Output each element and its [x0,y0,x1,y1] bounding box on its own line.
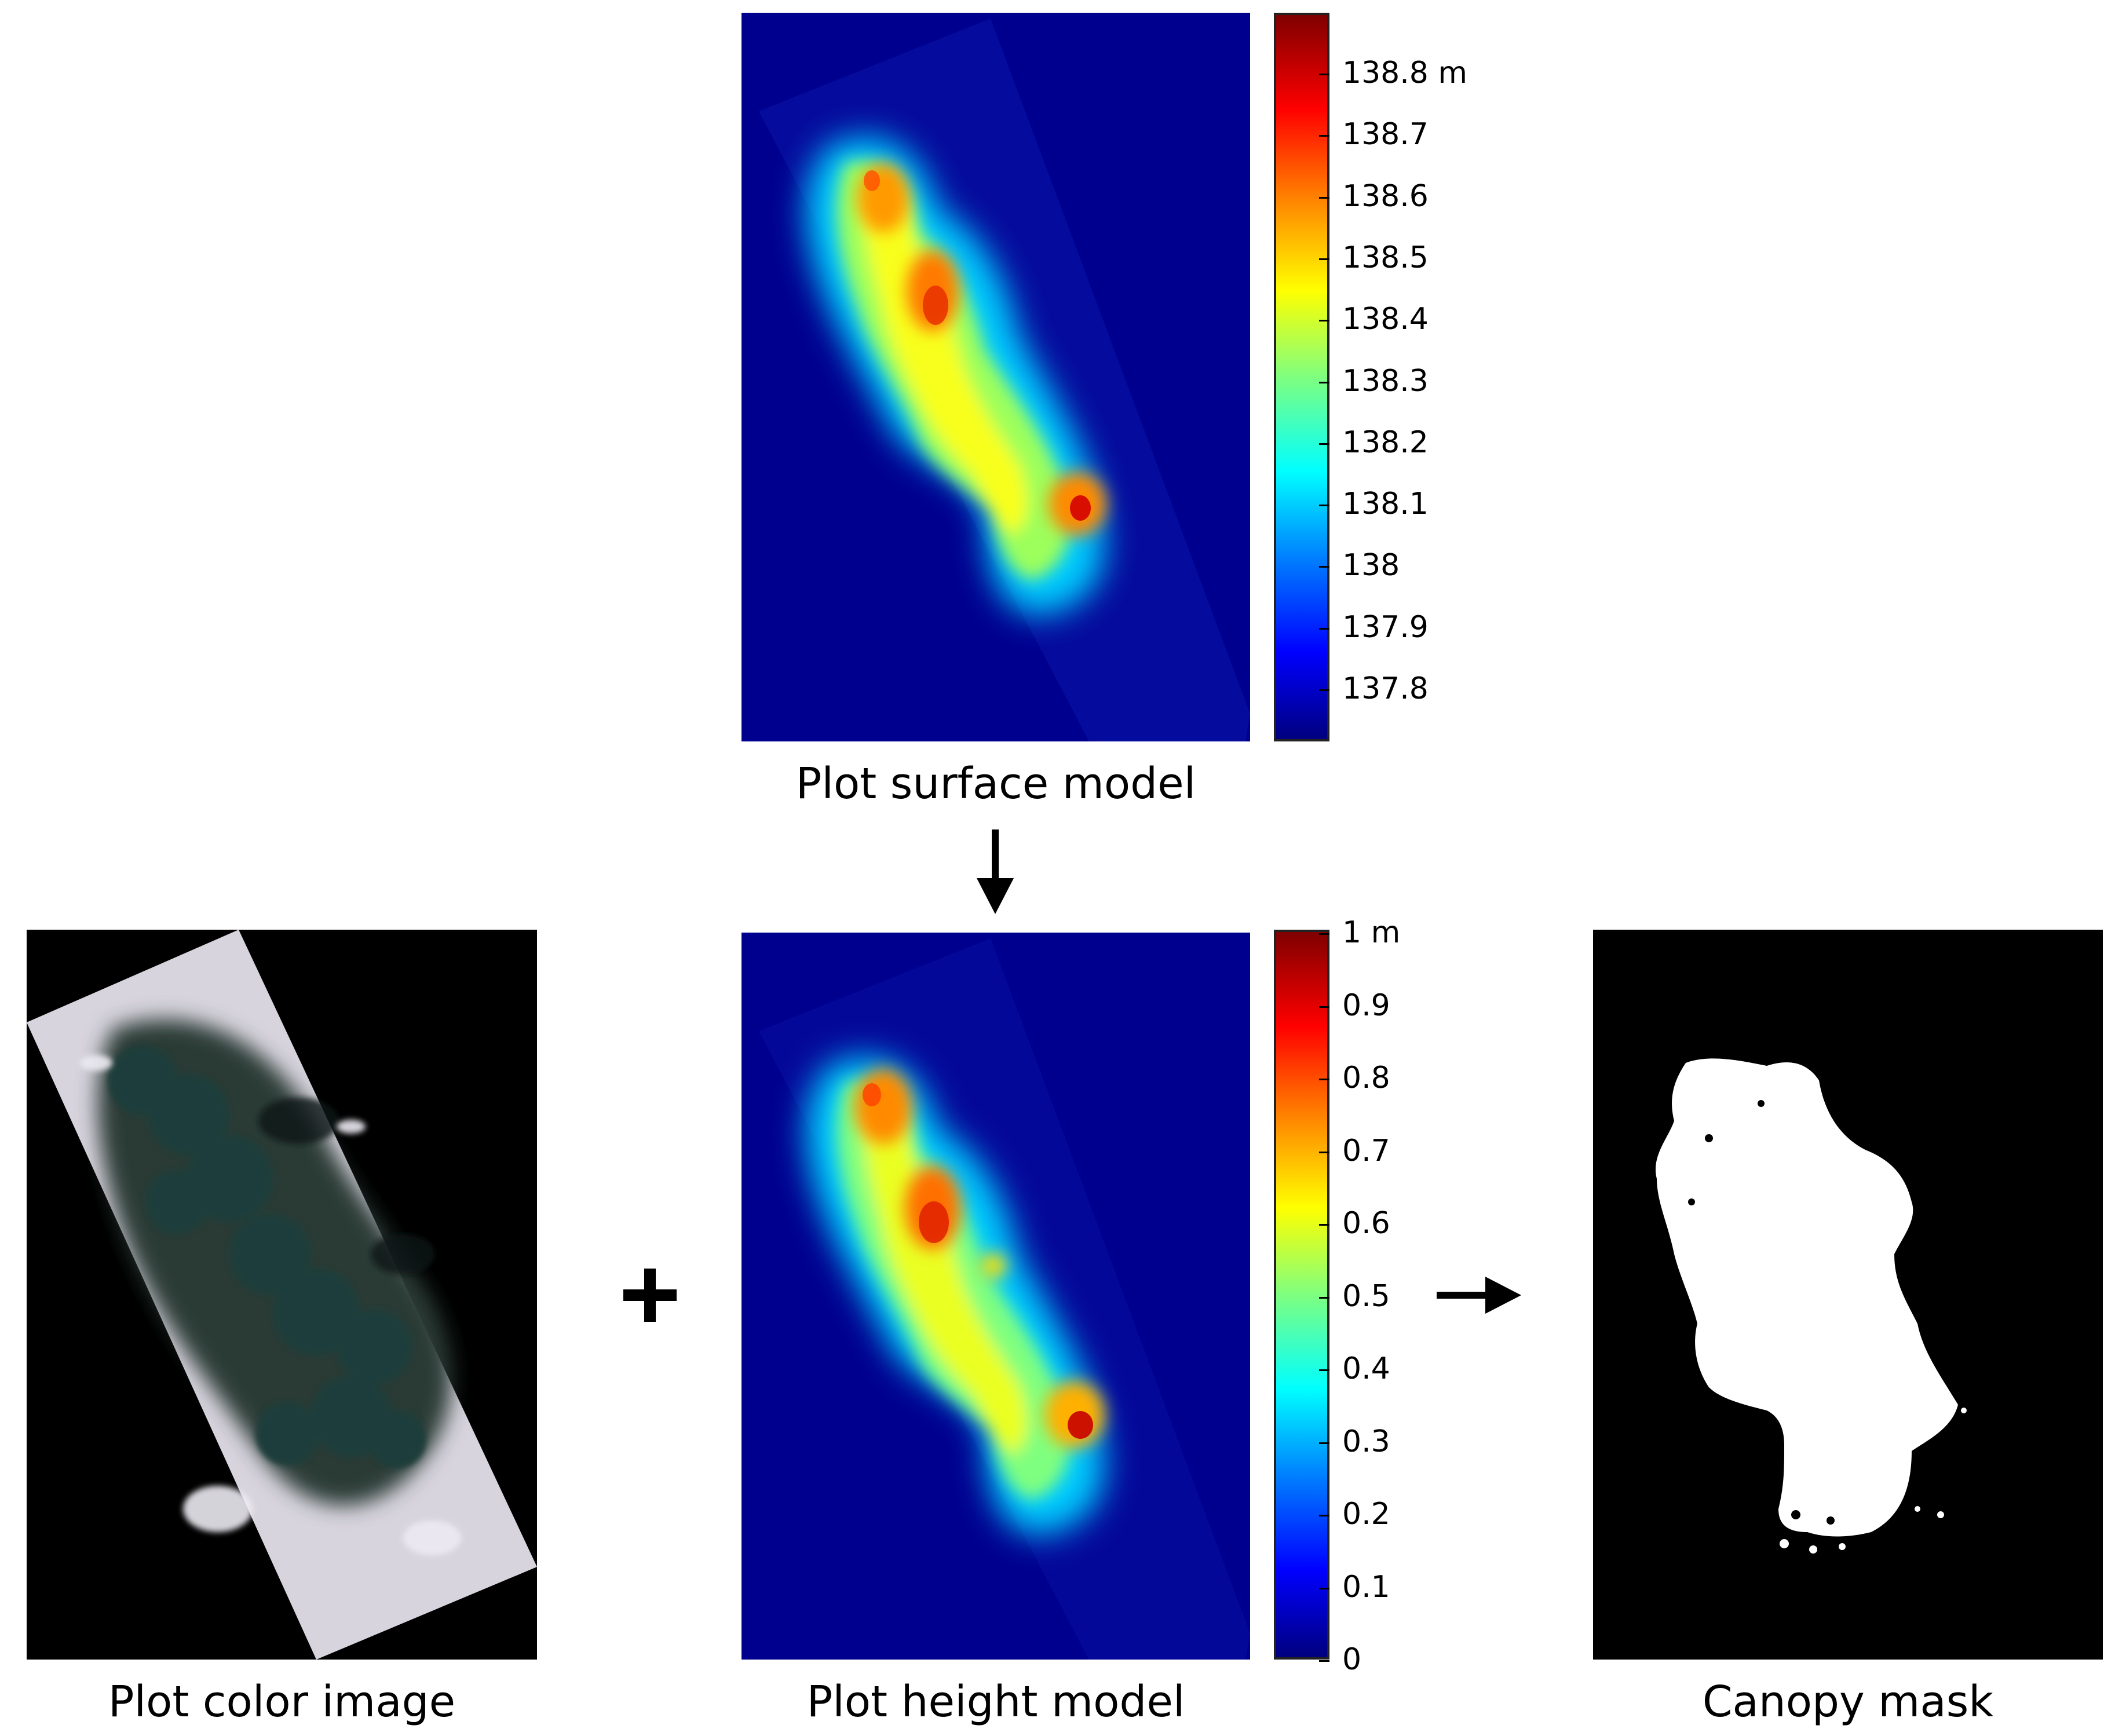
colorbar-tick-label: 1 m [1342,915,1401,950]
canopy-mask-image [1593,930,2103,1660]
colorbar-tick-mark [1319,933,1329,935]
surface-colorbar [1274,13,1329,741]
colorbar-tick-label: 0.5 [1342,1278,1390,1314]
colorbar-tick-mark [1319,196,1329,199]
colorbar-tick-mark [1319,258,1329,260]
colorbar-tick-mark [1319,689,1329,691]
colorbar-tick-mark [1319,1442,1329,1444]
colorbar-tick-label: 138.1 [1342,487,1429,522]
surface-model-image [741,13,1250,741]
height-colorbar [1274,930,1329,1660]
colorbar-tick-label: 0.9 [1342,988,1390,1023]
colorbar-tick-mark [1319,1515,1329,1516]
colorbar-tick-label: 138.8 m [1342,56,1468,90]
colorbar-tick-mark [1319,443,1329,445]
colorbar-tick-label: 0.8 [1342,1061,1390,1095]
canopy-mask-caption: Canopy mask [1702,1677,1994,1727]
colorbar-tick-mark [1319,1369,1329,1371]
colorbar-tick-mark [1319,505,1329,507]
colorbar-tick-label: 138 [1342,548,1400,583]
colorbar-tick-mark [1319,1079,1329,1080]
colorbar-tick-label: 138.7 [1342,117,1429,152]
colorbar-tick-mark [1319,381,1329,383]
colorbar-tick-label: 0.6 [1342,1206,1390,1241]
colorbar-tick-mark [1319,1006,1329,1008]
colorbar-tick-label: 138.4 [1342,302,1429,337]
colorbar-tick-mark [1319,627,1329,630]
colorbar-tick-label: 138.6 [1342,178,1429,214]
colorbar-tick-label: 138.2 [1342,425,1429,460]
colorbar-tick-label: 137.9 [1342,609,1429,645]
colorbar-tick-label: 138.5 [1342,240,1429,275]
surface-model-caption: Plot surface model [795,759,1196,809]
colorbar-tick-label: 0.1 [1342,1569,1390,1605]
colorbar-tick-mark [1319,74,1329,75]
colorbar-tick-label: 138.3 [1342,363,1429,399]
colorbar-tick-mark [1319,1296,1329,1299]
arrow-right-icon [1437,1273,1524,1317]
colorbar-tick-mark [1319,1660,1329,1662]
colorbar-tick-label: 0.7 [1342,1133,1390,1168]
colorbar-tick-label: 0.3 [1342,1424,1390,1459]
colorbar-tick-mark [1319,1224,1329,1226]
colorbar-tick-mark [1319,320,1329,322]
colorbar-tick-mark [1319,1587,1329,1589]
colorbar-tick-label: 0.2 [1342,1497,1390,1532]
colorbar-tick-label: 0 [1342,1642,1362,1677]
plus-operator [621,1266,679,1324]
height-model-image [741,933,1250,1660]
arrow-down-icon [973,829,1017,916]
colorbar-tick-mark [1319,1151,1329,1153]
colorbar-tick-mark [1319,135,1329,137]
colorbar-tick-mark [1319,566,1329,568]
height-model-caption: Plot height model [806,1677,1185,1727]
color-image-caption: Plot color image [108,1677,456,1727]
plot-color-image [27,930,537,1660]
colorbar-tick-label: 0.4 [1342,1351,1390,1386]
colorbar-tick-label: 137.8 [1342,671,1429,706]
